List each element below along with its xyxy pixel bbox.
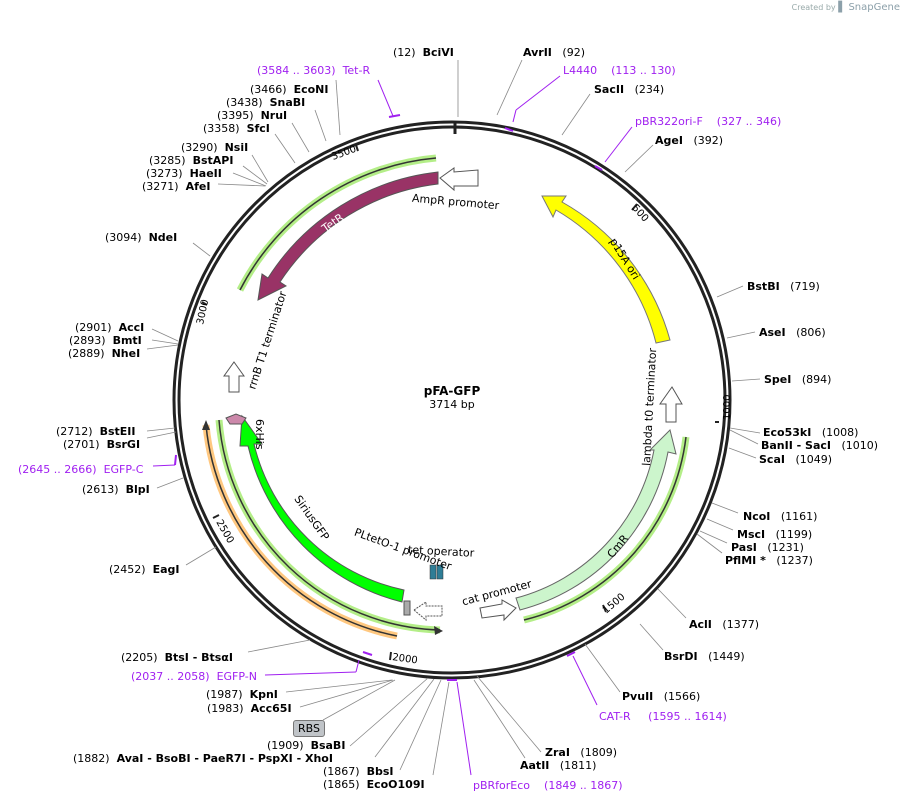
site-ndei[interactable]: (3094) NdeI — [105, 231, 178, 244]
tetr-feature[interactable] — [257, 171, 439, 301]
primer-pbr322ori-f[interactable]: pBR322ori-F (327 .. 346) — [635, 115, 782, 128]
tick-3000: 3000 — [195, 298, 211, 325]
rrnb-t1-terminator[interactable] — [223, 361, 245, 393]
site-pasi[interactable]: PasI (1231) — [731, 541, 804, 554]
site-eagi[interactable]: (2452) EagI — [109, 563, 180, 576]
backbone-outer — [172, 120, 732, 680]
cmr-feature[interactable] — [515, 429, 677, 611]
site-blpi[interactable]: (2613) BlpI — [82, 483, 150, 496]
site-bstapi[interactable]: (3285) BstAPI — [149, 154, 234, 167]
site-acc65i[interactable]: (1983) Acc65I — [207, 702, 292, 715]
site-bsrdi[interactable]: BsrDI (1449) — [664, 650, 745, 663]
site-pvuii[interactable]: PvuII (1566) — [622, 690, 701, 703]
site-eco0109i[interactable]: (1865) EcoO109I — [323, 778, 425, 791]
primer-markers — [152, 75, 633, 776]
pltet-promoter-feature[interactable] — [413, 601, 443, 622]
site-spei[interactable]: SpeI (894) — [764, 373, 832, 386]
his6-label: 6xHis — [253, 419, 266, 450]
site-agei[interactable]: AgeI (392) — [655, 134, 724, 147]
site-sacii[interactable]: SacII (234) — [594, 83, 665, 96]
site-kpni[interactable]: (1987) KpnI — [206, 688, 278, 701]
site-aatii[interactable]: AatII (1811) — [520, 759, 597, 772]
site-btsi[interactable]: (2205) BtsI - BtsαI — [121, 651, 233, 664]
primer-egfp-n[interactable]: (2037 .. 2058) EGFP-N — [131, 670, 257, 683]
snapgene-logo-icon: ▌ — [838, 2, 846, 13]
site-banii-saci[interactable]: BanII - SacI (1010) — [761, 439, 879, 452]
site-avai-group[interactable]: (1882) AvaI - BsoBI - PaeR7I - PspXI - X… — [73, 752, 333, 765]
p15a-ori-feature[interactable] — [541, 195, 671, 344]
site-asei[interactable]: AseI (806) — [759, 326, 826, 339]
site-bsrgi[interactable]: (2701) BsrGI — [63, 438, 141, 451]
site-avrii[interactable]: AvrII (92) — [523, 46, 585, 59]
site-ncoi[interactable]: NcoI (1161) — [743, 510, 818, 523]
site-sfci[interactable]: (3358) SfcI — [203, 122, 270, 135]
site-bsteii[interactable]: (2712) BstEII — [56, 425, 136, 438]
primer-tet-r[interactable]: (3584 .. 3603) Tet-R — [257, 64, 371, 77]
tick-500: 500 — [629, 203, 650, 225]
tet-operator-label: tet operator — [408, 543, 475, 559]
site-acci[interactable]: (2901) AccI — [75, 321, 145, 334]
primer-pbrforeco[interactable]: pBRforEco (1849 .. 1867) — [473, 779, 623, 792]
tick-marks — [201, 144, 719, 661]
site-pflmi[interactable]: PflMI * (1237) — [725, 554, 813, 567]
plasmid-length: 3714 bp — [429, 398, 475, 411]
site-eco53ki[interactable]: Eco53kI (1008) — [763, 426, 859, 439]
site-bstbi[interactable]: BstBI (719) — [747, 280, 820, 293]
lambda-t0-terminator[interactable] — [659, 386, 683, 423]
site-nhei[interactable]: (2889) NheI — [68, 347, 141, 360]
tick-1000: 1000 — [722, 395, 733, 420]
site-snabi[interactable]: (3438) SnaBI — [226, 96, 306, 109]
ampr-promoter-feature[interactable] — [439, 167, 479, 192]
site-drui[interactable]: (3395) NruI — [217, 109, 288, 122]
cat-promoter-feature[interactable] — [479, 599, 517, 622]
site-bcivi[interactable]: (12) BciVI — [393, 46, 454, 59]
site-lines — [146, 59, 761, 776]
site-nsii[interactable]: (3290) NsiI — [181, 141, 249, 154]
site-afei[interactable]: (3271) AfeI — [142, 180, 211, 193]
snapgene-brand: Created by ▌ SnapGene — [791, 2, 900, 13]
tet-operator-feature[interactable] — [429, 564, 437, 580]
tick-2000: 2000 — [392, 652, 419, 666]
site-econi[interactable]: (3466) EcoNI — [250, 83, 329, 96]
plasmid-name: pFA-GFP — [423, 384, 481, 398]
his6-feature[interactable] — [225, 413, 247, 425]
primer-egfp-c[interactable]: (2645 .. 2666) EGFP-C — [18, 463, 144, 476]
rbs-feature[interactable]: RBS — [293, 720, 325, 737]
lambda-t0-label: lambda t0 terminator — [640, 347, 659, 466]
site-bbsi[interactable]: (1867) BbsI — [323, 765, 394, 778]
rrnb-t1-label: rrnB T1 terminator — [245, 289, 289, 391]
site-msci[interactable]: MscI (1199) — [737, 528, 813, 541]
site-scai[interactable]: ScaI (1049) — [759, 453, 833, 466]
ampr-promoter-label: AmpR promoter — [411, 192, 500, 213]
site-bsabi[interactable]: (1909) BsaBI — [267, 739, 346, 752]
backbone-inner — [177, 125, 727, 675]
primer-cat-r[interactable]: CAT-R (1595 .. 1614) — [599, 710, 727, 723]
site-bmti[interactable]: (2893) BmtI — [69, 334, 142, 347]
site-zrai[interactable]: ZraI (1809) — [545, 746, 617, 759]
p15a-ori-label: p15A ori — [607, 236, 643, 282]
site-acli[interactable]: AclI (1377) — [689, 618, 759, 631]
site-haeii[interactable]: (3273) HaeII — [146, 167, 222, 180]
primer-l4440[interactable]: L4440 (113 .. 130) — [563, 64, 676, 77]
